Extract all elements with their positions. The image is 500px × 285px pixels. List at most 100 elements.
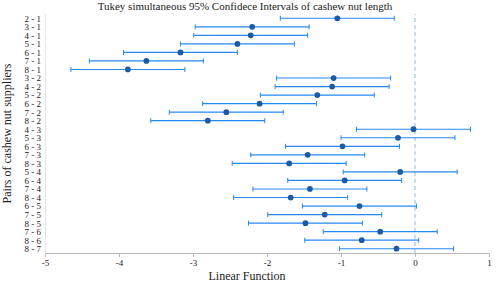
x-tick: -2: [264, 253, 272, 268]
interval-row: [234, 195, 348, 201]
interval-row: [357, 126, 471, 132]
estimate-point: [331, 75, 337, 81]
interval-cap-high: [389, 84, 390, 89]
interval-cap-high: [264, 118, 265, 123]
interval-cap-high: [203, 58, 204, 63]
x-tick-mark: [415, 253, 416, 257]
interval-cap-low: [304, 238, 305, 243]
plot-area: [71, 14, 471, 253]
interval-cap-high: [309, 24, 310, 29]
interval-cap-low: [343, 169, 344, 174]
interval-row: [323, 229, 437, 235]
x-tick: -5: [42, 253, 50, 268]
y-axis-line: [45, 15, 46, 254]
interval-cap-low: [89, 58, 90, 63]
estimate-point: [342, 178, 348, 184]
estimate-point: [286, 160, 292, 166]
interval-cap-low: [250, 152, 251, 157]
interval-cap-low: [275, 84, 276, 89]
interval-cap-low: [276, 76, 277, 81]
interval-row: [343, 169, 457, 175]
interval-cap-high: [381, 212, 382, 217]
x-tick-mark: [489, 253, 490, 257]
interval-row: [277, 75, 391, 81]
y-tick-label: 8 - 7: [25, 244, 42, 254]
interval-row: [169, 109, 283, 115]
interval-cap-low: [280, 16, 281, 21]
interval-cap-high: [237, 50, 238, 55]
estimate-point: [314, 92, 320, 98]
interval-cap-low: [180, 41, 181, 46]
interval-cap-high: [307, 33, 308, 38]
interval-cap-low: [195, 24, 196, 29]
interval-cap-high: [390, 76, 391, 81]
interval-row: [286, 143, 400, 149]
x-tick-label: -5: [42, 258, 50, 268]
estimate-point: [334, 15, 340, 21]
interval-row: [251, 152, 365, 158]
x-tick-label: -4: [116, 258, 124, 268]
interval-cap-low: [260, 93, 261, 98]
interval-cap-low: [341, 135, 342, 140]
x-tick: 1: [487, 253, 492, 268]
interval-cap-low: [339, 246, 340, 251]
y-axis-title: Pairs of cashew nut suppliers: [0, 63, 14, 203]
estimate-point: [288, 195, 294, 201]
interval-cap-high: [394, 16, 395, 21]
interval-cap-low: [287, 178, 288, 183]
interval-cap-high: [418, 238, 419, 243]
interval-cap-low: [202, 101, 203, 106]
interval-cap-high: [294, 41, 295, 46]
y-tick: 8 - 7: [25, 244, 46, 254]
interval-row: [268, 212, 382, 218]
interval-cap-high: [401, 178, 402, 183]
interval-cap-low: [248, 221, 249, 226]
interval-cap-high: [364, 152, 365, 157]
x-tick-label: -3: [190, 258, 198, 268]
interval-row: [249, 220, 363, 226]
estimate-point: [397, 169, 403, 175]
x-tick: -3: [190, 253, 198, 268]
interval-row: [253, 186, 367, 192]
interval-cap-low: [169, 110, 170, 115]
x-tick-mark: [193, 253, 194, 257]
x-tick: -4: [116, 253, 124, 268]
title: Tukey simultaneous 95% Confidece Interva…: [98, 0, 393, 12]
interval-row: [203, 101, 317, 107]
interval-cap-high: [362, 221, 363, 226]
interval-row: [195, 24, 309, 30]
x-tick-mark: [45, 253, 46, 257]
interval-row: [275, 84, 389, 90]
interval-cap-low: [150, 118, 151, 123]
estimate-point: [359, 237, 365, 243]
interval-row: [232, 160, 346, 166]
interval-cap-low: [233, 195, 234, 200]
interval-cap-high: [316, 101, 317, 106]
interval-row: [260, 92, 374, 98]
estimate-point: [394, 246, 400, 252]
interval-row: [288, 178, 402, 184]
interval-row: [341, 135, 455, 141]
interval-cap-high: [184, 67, 185, 72]
estimate-point: [125, 67, 131, 73]
interval-cap-low: [323, 229, 324, 234]
x-tick-mark: [119, 253, 120, 257]
estimate-point: [257, 101, 263, 107]
estimate-point: [223, 109, 229, 115]
interval-cap-low: [252, 186, 253, 191]
interval-row: [180, 41, 294, 47]
interval-cap-low: [232, 161, 233, 166]
estimate-point: [303, 220, 309, 226]
interval-row: [305, 237, 419, 243]
interval-cap-high: [283, 110, 284, 115]
x-tick-label: 0: [413, 258, 418, 268]
interval-cap-low: [302, 204, 303, 209]
interval-cap-high: [416, 204, 417, 209]
interval-cap-high: [470, 127, 471, 132]
estimate-point: [249, 24, 255, 30]
interval-cap-high: [366, 186, 367, 191]
estimate-point: [307, 186, 313, 192]
estimate-point: [395, 135, 401, 141]
interval-row: [71, 67, 185, 73]
estimate-point: [144, 58, 150, 64]
